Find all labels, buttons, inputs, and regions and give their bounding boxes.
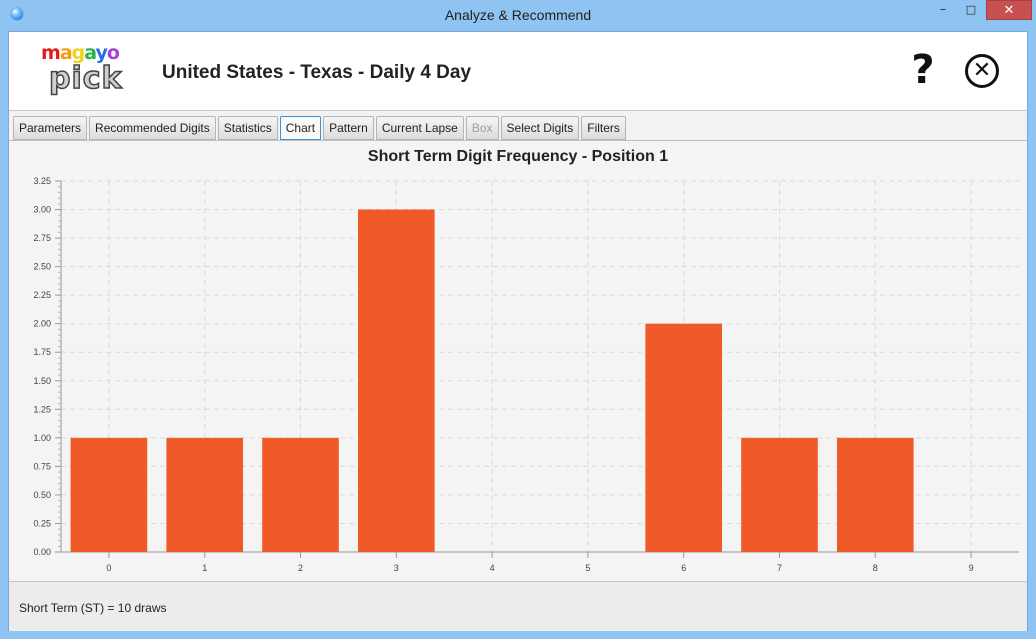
chart-panel: Short Term Digit Frequency - Position 1 …: [9, 141, 1027, 581]
y-tick-label: 0.00: [33, 547, 51, 557]
x-tick-label: 0: [106, 563, 111, 573]
magayo-pick-logo: magayo pick: [35, 42, 135, 100]
tab-select-digits[interactable]: Select Digits: [500, 116, 580, 140]
y-tick-label: 3.00: [33, 205, 51, 215]
y-tick-label: 1.75: [33, 347, 51, 357]
x-tick-label: 5: [585, 563, 590, 573]
minimize-button[interactable]: –: [940, 2, 946, 16]
x-tick-label: 4: [490, 563, 495, 573]
tab-parameters[interactable]: Parameters: [13, 116, 88, 140]
tab-recommended-digits[interactable]: Recommended Digits: [89, 116, 216, 140]
app-icon[interactable]: [11, 8, 23, 20]
bar-digit-1: [166, 437, 244, 552]
y-tick-label: 0.50: [33, 490, 51, 500]
close-window-button[interactable]: ✕: [986, 0, 1032, 20]
x-tick-label: 3: [394, 563, 399, 573]
logo-bottom-text: pick: [48, 61, 123, 97]
x-tick-label: 1: [202, 563, 207, 573]
bar-digit-3: [357, 209, 435, 552]
tab-statistics[interactable]: Statistics: [217, 116, 278, 140]
tab-pattern[interactable]: Pattern: [323, 116, 374, 140]
close-circle-icon[interactable]: ✕: [965, 54, 999, 88]
y-tick-label: 1.25: [33, 404, 51, 414]
header: magayo pick United States - Texas - Dail…: [9, 32, 1027, 111]
bar-digit-7: [741, 437, 818, 552]
logo-top-text: magayo: [41, 42, 120, 64]
footer: Short Term (ST) = 10 draws: [9, 581, 1027, 631]
window-title: Analyze & Recommend: [444, 7, 592, 23]
y-tick-label: 0.75: [33, 461, 51, 471]
help-icon[interactable]: ?: [911, 47, 935, 93]
bar-digit-6: [645, 323, 723, 552]
bar-digit-2: [262, 437, 339, 552]
y-tick-label: 0.25: [33, 518, 51, 528]
tab-bar: Parameters Recommended Digits Statistics Ch…: [13, 116, 628, 140]
tab-box: Box: [465, 116, 499, 140]
y-tick-label: 2.25: [33, 290, 51, 300]
x-tick-label: 8: [873, 563, 878, 573]
x-tick-label: 6: [681, 563, 686, 573]
title-bar: Analyze & Recommend – □ ✕: [0, 0, 1036, 31]
y-tick-label: 2.75: [33, 233, 51, 243]
bar-chart: 0.00 0.25 0.50 0.75 1.00 1.25 1.50 1.75 2.00 2.25…: [33, 176, 1019, 573]
tab-current-lapse[interactable]: Current Lapse: [375, 116, 464, 140]
tab-divider: [9, 140, 1027, 141]
x-tick-label: 9: [969, 563, 974, 573]
app-window: magayo pick United States - Texas - Dail…: [8, 31, 1028, 631]
bar-digit-0: [70, 437, 148, 552]
bar-digit-8: [836, 437, 914, 552]
y-tick-label: 1.00: [33, 433, 51, 443]
y-tick-label: 2.00: [33, 319, 51, 329]
x-tick-label: 7: [777, 563, 782, 573]
y-tick-label: 2.50: [33, 262, 51, 272]
lottery-title: United States - Texas - Daily 4 Day: [162, 62, 472, 83]
y-tick-label: 3.25: [33, 176, 51, 186]
maximize-button[interactable]: □: [965, 3, 977, 16]
y-tick-label: 1.50: [33, 376, 51, 386]
short-term-note: Short Term (ST) = 10 draws: [19, 601, 167, 615]
chart-title: Short Term Digit Frequency - Position 1: [367, 148, 669, 165]
tab-chart[interactable]: Chart: [279, 116, 322, 140]
x-tick-label: 2: [298, 563, 303, 573]
tab-filters[interactable]: Filters: [581, 116, 626, 140]
